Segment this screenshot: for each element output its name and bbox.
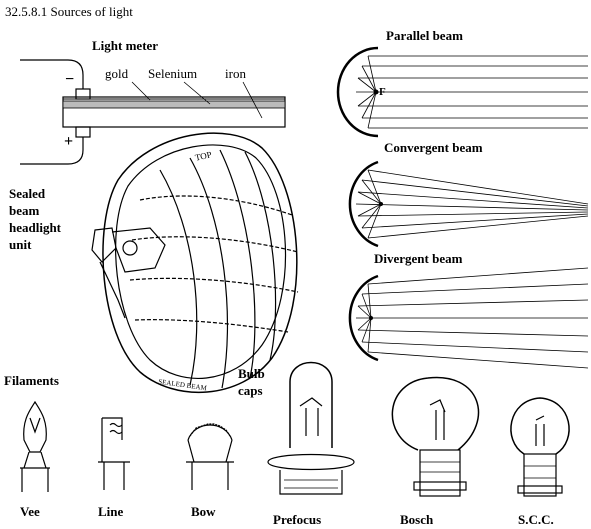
convergent-beam-label: Convergent beam [384, 140, 483, 155]
page-title: 32.5.8.1 Sources of light [5, 4, 133, 19]
headlight-label-2: beam [9, 203, 40, 218]
divergent-beam-drawing [348, 267, 589, 369]
bulb-scc-label: S.C.C. [518, 512, 554, 527]
bulb-bosch-drawing [391, 376, 480, 497]
bulb-bosch-label: Bosch [400, 512, 434, 527]
headlight-drawing [91, 132, 299, 394]
headlight-label-1: Sealed [9, 186, 46, 201]
iron-label: iron [225, 66, 246, 81]
selenium-layer [62, 100, 286, 109]
light-meter-drawing [20, 59, 286, 165]
bulb-scc-drawing [510, 397, 570, 497]
filament-bow-drawing [186, 423, 234, 490]
bulb-caps-heading-1: Bulb [238, 366, 265, 381]
filaments-heading: Filaments [4, 373, 59, 388]
plus-wire [20, 137, 84, 165]
light-meter-heading: Light meter [92, 38, 159, 53]
plus-terminal-block [75, 126, 91, 138]
filament-vee-label: Vee [20, 504, 40, 519]
filament-vee-drawing [20, 400, 50, 492]
filament-line-label: Line [98, 504, 124, 519]
bulb-prefocus-label: Prefocus [273, 512, 322, 527]
minus-wire [20, 59, 84, 89]
filament-line-drawing [98, 417, 130, 490]
selenium-label: Selenium [148, 66, 198, 81]
parallel-beam-label: Parallel beam [386, 28, 463, 43]
gold-label: gold [105, 66, 129, 81]
convergent-beam-drawing [348, 160, 589, 248]
bulb-prefocus-drawing [267, 361, 355, 495]
iron-plate [62, 96, 286, 128]
focus-mark: F [379, 86, 386, 98]
headlight-label-4: unit [9, 237, 32, 252]
bulb-caps-heading-2: caps [238, 383, 263, 398]
divergent-beam-label: Divergent beam [374, 251, 463, 266]
headlight-label-3: headlight [9, 220, 62, 235]
filament-bow-label: Bow [191, 504, 216, 519]
plus-terminal-label: + [64, 133, 74, 150]
parallel-beam-drawing [336, 46, 588, 138]
minus-terminal-label: − [65, 71, 75, 88]
